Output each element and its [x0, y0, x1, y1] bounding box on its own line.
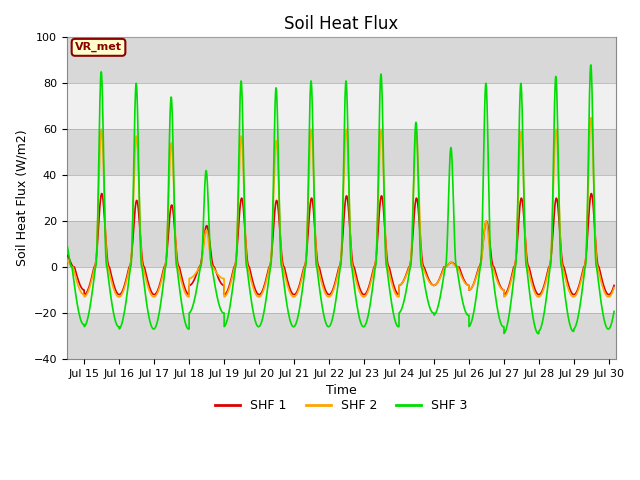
SHF 3 [143, 300, 150, 305]
SHF 2 [115, 294, 123, 300]
SHF 3 [610, 309, 618, 314]
X-axis label: Time: Time [326, 384, 356, 397]
SHF 3 [195, 272, 203, 278]
SHF 1 [140, 264, 148, 270]
SHF 2 [195, 265, 203, 271]
SHF 2 [140, 269, 148, 275]
Line: SHF 2: SHF 2 [67, 118, 614, 297]
SHF 3 [577, 302, 584, 308]
SHF 2 [577, 281, 584, 287]
SHF 3 [534, 331, 542, 336]
SHF 3 [458, 296, 466, 302]
SHF 1 [511, 264, 518, 269]
Bar [67, 37, 616, 83]
Text: VR_met: VR_met [75, 42, 122, 52]
SHF 2 [143, 279, 150, 285]
Bar [67, 267, 616, 313]
SHF 2 [610, 285, 618, 290]
Bar [67, 175, 616, 221]
SHF 2 [587, 115, 595, 120]
SHF 1 [577, 278, 584, 284]
SHF 2 [511, 264, 518, 270]
SHF 3 [510, 272, 518, 278]
SHF 1 [610, 283, 618, 288]
Bar [67, 83, 616, 129]
Y-axis label: Soil Heat Flux (W/m2): Soil Heat Flux (W/m2) [15, 130, 28, 266]
SHF 2 [63, 257, 70, 263]
Line: SHF 3: SHF 3 [67, 65, 614, 334]
SHF 2 [458, 276, 466, 281]
Title: Soil Heat Flux: Soil Heat Flux [284, 15, 399, 33]
SHF 3 [587, 62, 595, 68]
SHF 1 [458, 273, 466, 279]
Line: SHF 1: SHF 1 [67, 193, 614, 295]
SHF 1 [535, 292, 543, 298]
Bar [67, 221, 616, 267]
SHF 1 [195, 264, 203, 270]
SHF 3 [140, 281, 148, 287]
Bar [67, 313, 616, 359]
SHF 1 [63, 252, 70, 258]
Legend: SHF 1, SHF 2, SHF 3: SHF 1, SHF 2, SHF 3 [211, 394, 472, 417]
SHF 3 [63, 242, 70, 248]
SHF 1 [98, 191, 106, 196]
Bar [67, 129, 616, 175]
SHF 1 [143, 274, 150, 279]
